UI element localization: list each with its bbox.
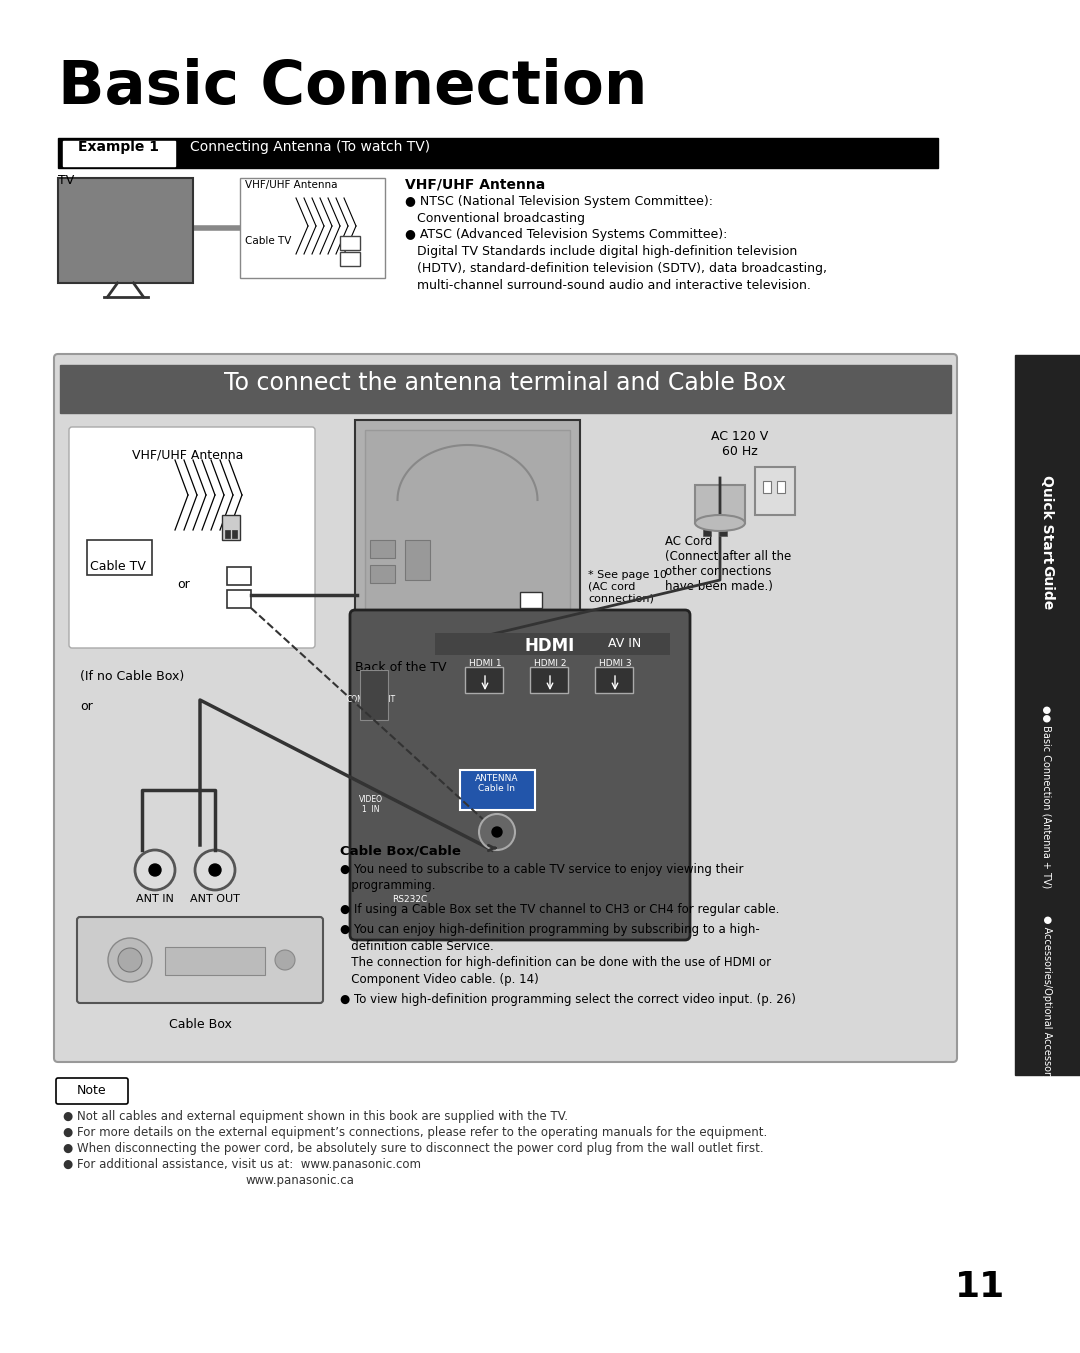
Text: HDMI 1: HDMI 1 <box>469 659 501 668</box>
Text: ● You can enjoy high-definition programming by subscribing to a high-
   definit: ● You can enjoy high-definition programm… <box>340 923 771 985</box>
Text: Note: Note <box>77 1084 107 1097</box>
Bar <box>1015 354 1080 1076</box>
Text: HDMI 3: HDMI 3 <box>598 659 632 668</box>
Circle shape <box>210 865 221 875</box>
Text: ANTENNA
Cable In: ANTENNA Cable In <box>475 774 518 793</box>
Text: or: or <box>177 578 190 591</box>
Bar <box>755 467 795 515</box>
FancyBboxPatch shape <box>56 1078 129 1104</box>
Bar <box>762 482 771 492</box>
Bar <box>360 670 388 720</box>
Text: ● ATSC (Advanced Television Systems Committee):
   Digital TV Standards include : ● ATSC (Advanced Television Systems Comm… <box>405 229 827 292</box>
Text: HDMI 2: HDMI 2 <box>534 659 566 668</box>
Text: VHF/UHF Antenna: VHF/UHF Antenna <box>405 179 545 192</box>
Bar <box>232 530 237 538</box>
Bar <box>696 484 745 524</box>
Bar <box>240 179 384 277</box>
Text: or: or <box>80 700 93 713</box>
Text: 11: 11 <box>955 1270 1005 1304</box>
FancyBboxPatch shape <box>350 610 690 940</box>
Circle shape <box>108 938 152 982</box>
Bar <box>58 138 939 168</box>
Text: Cable TV: Cable TV <box>90 560 146 574</box>
Text: Back of the TV: Back of the TV <box>355 662 446 674</box>
FancyBboxPatch shape <box>77 917 323 1003</box>
Text: Guide: Guide <box>1040 566 1054 610</box>
Text: COMPONENT
IN: COMPONENT IN <box>347 695 395 714</box>
Bar <box>225 530 230 538</box>
Text: www.panasonic.ca: www.panasonic.ca <box>245 1174 354 1187</box>
Text: Cable Box/Cable: Cable Box/Cable <box>340 846 461 858</box>
Bar <box>777 482 785 492</box>
Text: ● For additional assistance, visit us at:  www.panasonic.com: ● For additional assistance, visit us at… <box>63 1158 421 1170</box>
Bar <box>355 419 580 645</box>
Text: ●● Basic Connection (Antenna + TV): ●● Basic Connection (Antenna + TV) <box>1042 705 1052 889</box>
FancyBboxPatch shape <box>69 428 315 648</box>
Text: Quick Start: Quick Start <box>1040 475 1054 563</box>
Bar <box>595 667 633 693</box>
Ellipse shape <box>696 515 745 530</box>
FancyBboxPatch shape <box>54 354 957 1062</box>
Bar <box>340 235 360 250</box>
Text: ● To view high-definition programming select the correct video input. (p. 26): ● To view high-definition programming se… <box>340 993 796 1007</box>
Bar <box>222 515 240 540</box>
Bar <box>227 567 251 584</box>
Text: HDMI: HDMI <box>525 637 576 655</box>
Bar <box>370 540 395 557</box>
Text: RS232C: RS232C <box>392 894 428 904</box>
Text: Connecting Antenna (To watch TV): Connecting Antenna (To watch TV) <box>190 139 430 154</box>
Text: AC 120 V
60 Hz: AC 120 V 60 Hz <box>712 430 769 459</box>
Bar <box>87 540 152 575</box>
Bar <box>58 179 193 283</box>
Text: ● When disconnecting the power cord, be absolutely sure to disconnect the power : ● When disconnecting the power cord, be … <box>63 1142 764 1155</box>
Circle shape <box>492 827 502 838</box>
Text: ● Accessories/Optional Accessory: ● Accessories/Optional Accessory <box>1042 915 1052 1081</box>
Bar <box>405 540 430 580</box>
Text: AV IN: AV IN <box>608 637 642 649</box>
Bar <box>719 522 727 536</box>
Bar <box>703 522 711 536</box>
Bar <box>227 590 251 607</box>
Text: Cable Box: Cable Box <box>168 1017 231 1031</box>
Bar <box>370 566 395 583</box>
Text: VHF/UHF Antenna: VHF/UHF Antenna <box>132 448 243 461</box>
Text: ANT OUT: ANT OUT <box>190 894 240 904</box>
Text: ● You need to subscribe to a cable TV service to enjoy viewing their
   programm: ● You need to subscribe to a cable TV se… <box>340 863 743 893</box>
Text: ● Not all cables and external equipment shown in this book are supplied with the: ● Not all cables and external equipment … <box>63 1109 568 1123</box>
Text: * See page 10
(AC cord
connection): * See page 10 (AC cord connection) <box>588 570 666 603</box>
Bar <box>63 141 175 166</box>
Text: Basic Connection: Basic Connection <box>58 58 647 116</box>
Bar <box>530 667 568 693</box>
Bar <box>340 252 360 267</box>
Bar <box>365 430 570 635</box>
Text: VHF/UHF Antenna: VHF/UHF Antenna <box>245 180 337 189</box>
Text: ● If using a Cable Box set the TV channel to CH3 or CH4 for regular cable.: ● If using a Cable Box set the TV channe… <box>340 902 780 916</box>
Text: TV: TV <box>58 175 75 187</box>
Text: ● For more details on the external equipment’s connections, please refer to the : ● For more details on the external equip… <box>63 1126 767 1139</box>
Circle shape <box>135 850 175 890</box>
Text: ● NTSC (National Television System Committee):
   Conventional broadcasting: ● NTSC (National Television System Commi… <box>405 195 713 225</box>
Bar <box>465 667 503 693</box>
Circle shape <box>118 948 141 971</box>
Text: (If no Cable Box): (If no Cable Box) <box>80 670 185 683</box>
Text: To connect the antenna terminal and Cable Box: To connect the antenna terminal and Cabl… <box>225 371 786 395</box>
Circle shape <box>480 815 515 850</box>
Bar <box>519 593 542 607</box>
Text: Cable TV: Cable TV <box>245 235 292 246</box>
Text: AC Cord
(Connect after all the
other connections
have been made.): AC Cord (Connect after all the other con… <box>665 534 792 593</box>
Bar <box>165 947 265 976</box>
Circle shape <box>149 865 161 875</box>
Circle shape <box>195 850 235 890</box>
Text: VIDEO
1  IN: VIDEO 1 IN <box>359 796 383 815</box>
Circle shape <box>275 950 295 970</box>
Text: ANT IN: ANT IN <box>136 894 174 904</box>
Bar <box>60 365 951 413</box>
Text: Example 1: Example 1 <box>79 139 160 154</box>
Bar <box>460 770 535 810</box>
Bar <box>435 633 670 655</box>
